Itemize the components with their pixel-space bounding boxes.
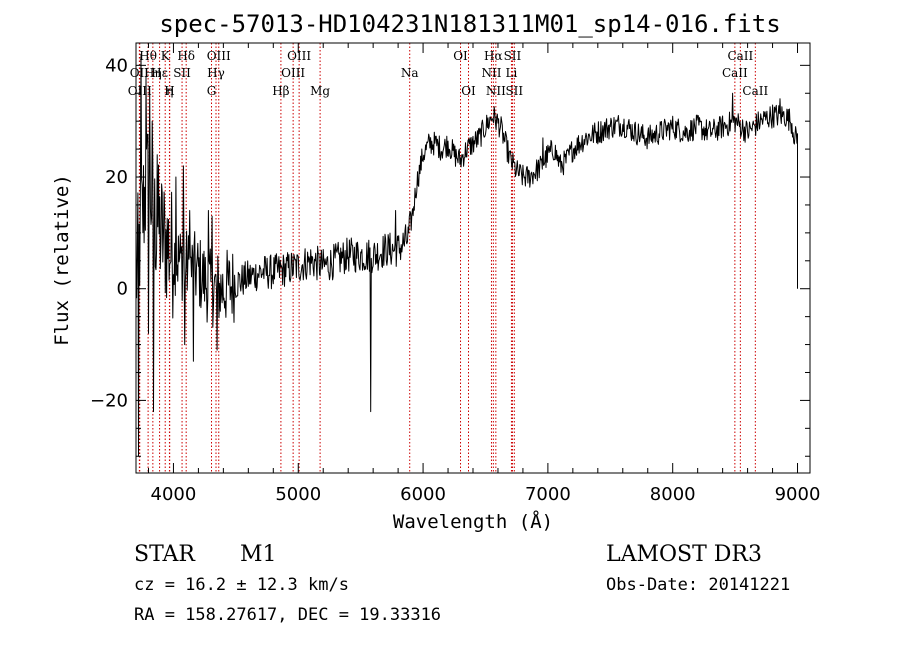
line-labels: Hθ OII OIII Hη K Hε ηH SII Hδ OIII Hγ G Hβ OIII OIII Mg… <box>128 49 769 98</box>
survey-name: LAMOST DR3 <box>606 542 762 567</box>
line-marker-label: OII <box>130 66 150 80</box>
line-marker-label: Hδ <box>177 49 195 63</box>
x-axis-ticks: 4000 5000 6000 7000 8000 9000 <box>147 43 821 505</box>
line-marker-label: Hε <box>151 66 168 80</box>
y-tick-label: 20 <box>105 167 128 188</box>
line-marker-label: G <box>207 84 217 98</box>
line-marker-label: OIII <box>281 66 305 80</box>
object-subclass: M1 <box>240 542 277 567</box>
line-marker-label: Hγ <box>207 66 225 80</box>
line-marker-label: CaII <box>727 49 753 63</box>
x-tick-label: 6000 <box>400 484 446 505</box>
line-marker-label: CaII <box>742 84 768 98</box>
line-marker-label: SII <box>504 49 522 63</box>
plot-frame <box>135 42 811 474</box>
line-marker-label: Hα <box>484 49 503 63</box>
spectrum-line <box>135 53 798 457</box>
y-tick-label: 0 <box>117 279 128 300</box>
x-tick-label: 7000 <box>525 484 571 505</box>
chart-title: spec-57013-HD104231N181311M01_sp14-016.f… <box>159 10 780 38</box>
line-marker-label: NII <box>481 66 501 80</box>
line-marker-label: OIII <box>207 49 231 63</box>
line-marker-label: OI <box>461 84 476 98</box>
line-marker-label: Li <box>506 66 518 80</box>
x-tick-label: 5000 <box>275 484 321 505</box>
redshift-velocity: cz = 16.2 ± 12.3 km/s <box>134 575 349 595</box>
line-marker-label: Hβ <box>272 84 289 98</box>
line-marker-label: K <box>161 49 171 63</box>
observation-date: Obs-Date: 20141221 <box>606 575 790 595</box>
x-axis-label: Wavelength (Å) <box>393 510 553 533</box>
x-tick-label: 4000 <box>151 484 197 505</box>
line-marker-label: OIII <box>287 49 311 63</box>
line-marker-label: H <box>164 84 174 98</box>
line-marker-label: OIII <box>128 84 152 98</box>
y-axis-ticks: −20 0 20 40 <box>90 55 810 457</box>
object-class: STAR <box>134 542 196 567</box>
coordinates: RA = 158.27617, DEC = 19.33316 <box>134 605 441 625</box>
line-markers <box>138 43 756 473</box>
line-marker-label: Hη <box>144 66 162 80</box>
y-tick-label: −20 <box>90 390 128 411</box>
line-marker-label: CaII <box>722 66 748 80</box>
y-axis-label: Flux (relative) <box>51 174 73 346</box>
y-tick-label: 40 <box>105 55 128 76</box>
line-marker-label: Hθ <box>139 49 157 63</box>
x-tick-label: 9000 <box>775 484 821 505</box>
line-marker-label: η <box>166 84 173 98</box>
x-tick-label: 8000 <box>650 484 696 505</box>
line-marker-label: Mg <box>310 84 330 98</box>
line-marker-label: SII <box>173 66 191 80</box>
line-marker-label: NII <box>486 84 506 98</box>
line-marker-label: Na <box>401 66 419 80</box>
line-marker-label: OI <box>453 49 468 63</box>
line-marker-label: SII <box>505 84 523 98</box>
